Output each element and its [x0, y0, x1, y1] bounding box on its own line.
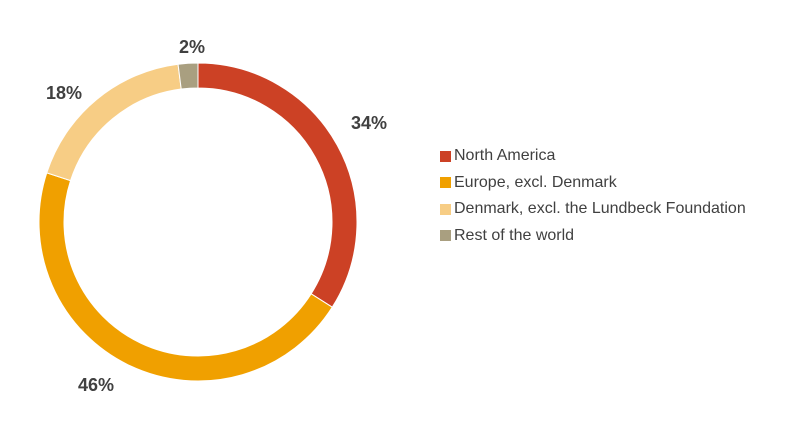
legend-item-north-america[interactable]: North America: [440, 143, 746, 170]
slice-denmark[interactable]: [46, 63, 182, 182]
slice-label-europe: 46%: [78, 375, 114, 395]
donut-slices: [38, 62, 358, 382]
slice-label-rest-of-world: 2%: [179, 37, 205, 57]
slice-europe[interactable]: [38, 172, 333, 382]
legend-item-europe[interactable]: Europe, excl. Denmark: [440, 170, 746, 197]
slice-rest-of-world[interactable]: [177, 62, 199, 90]
chart-legend: North America Europe, excl. Denmark Denm…: [440, 143, 746, 249]
legend-swatch-denmark: [440, 203, 451, 215]
legend-swatch-europe: [440, 177, 451, 189]
legend-swatch-north-america: [440, 150, 451, 162]
legend-item-rest-of-world[interactable]: Rest of the world: [440, 223, 746, 250]
legend-label-denmark: Denmark, excl. the Lundbeck Foundation: [454, 200, 746, 218]
legend-item-denmark[interactable]: Denmark, excl. the Lundbeck Foundation: [440, 196, 746, 223]
slice-label-denmark: 18%: [46, 83, 82, 103]
legend-label-north-america: North America: [454, 147, 556, 165]
legend-label-rest-of-world: Rest of the world: [454, 226, 575, 244]
slice-north-america[interactable]: [197, 62, 358, 308]
legend-label-europe: Europe, excl. Denmark: [454, 173, 617, 191]
slice-label-north-america: 34%: [351, 113, 387, 133]
legend-swatch-rest-of-world: [440, 230, 451, 242]
